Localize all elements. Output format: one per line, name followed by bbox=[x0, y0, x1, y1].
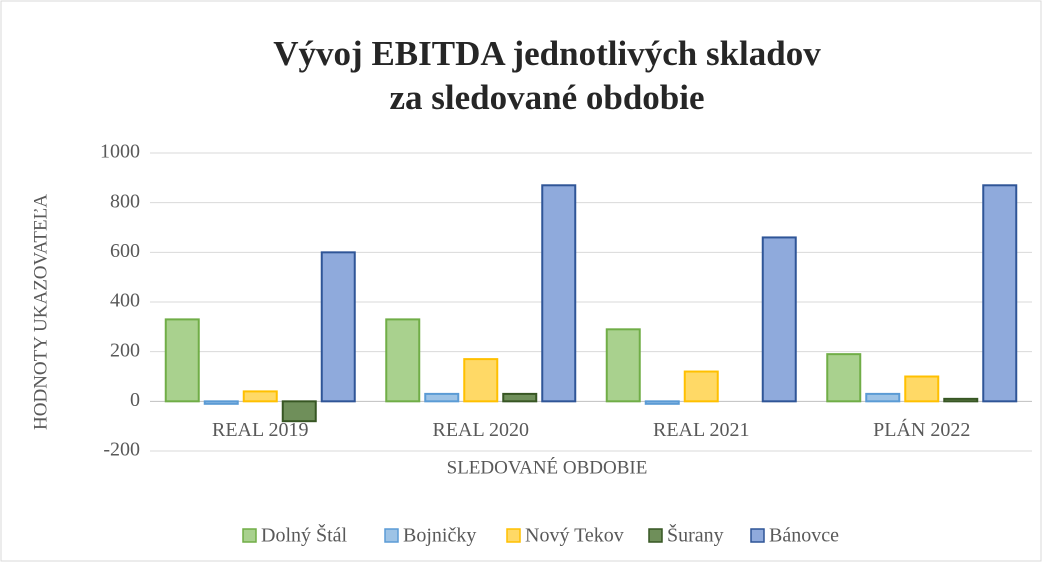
bar bbox=[904, 375, 940, 403]
chart-title: za sledované obdobie bbox=[389, 78, 704, 117]
y-axis-title: HODNOTY UKAZOVATEĽA bbox=[30, 194, 51, 430]
bar bbox=[164, 318, 200, 403]
x-tick-label: REAL 2019 bbox=[212, 419, 308, 441]
legend-label: Dolný Štál bbox=[261, 523, 348, 547]
bar bbox=[982, 184, 1018, 403]
legend-swatch bbox=[506, 528, 521, 543]
bar bbox=[203, 400, 239, 405]
bar bbox=[683, 370, 719, 403]
y-tick-label: 0 bbox=[130, 389, 140, 411]
bar bbox=[281, 400, 317, 423]
bar bbox=[644, 400, 680, 405]
legend-label: Šurany bbox=[667, 523, 724, 547]
legend-swatch bbox=[750, 528, 765, 543]
y-tick-label: 200 bbox=[110, 339, 140, 361]
bar bbox=[242, 390, 278, 403]
legend-label: Bánovce bbox=[769, 525, 839, 547]
x-tick-label: PLÁN 2022 bbox=[873, 418, 970, 441]
legend-swatch bbox=[242, 528, 257, 543]
bar bbox=[541, 184, 577, 403]
bar bbox=[463, 358, 499, 403]
bar bbox=[761, 236, 797, 403]
legend-label: Bojničky bbox=[403, 525, 476, 547]
bar bbox=[826, 353, 862, 403]
bar bbox=[424, 392, 460, 403]
x-tick-label: REAL 2020 bbox=[433, 419, 529, 441]
bar bbox=[943, 397, 979, 403]
y-tick-label: -200 bbox=[103, 439, 140, 461]
y-tick-label: 600 bbox=[110, 240, 140, 262]
bar bbox=[320, 251, 356, 403]
bar bbox=[385, 318, 421, 403]
chart-title: Vývoj EBITDA jednotlivých skladov bbox=[273, 34, 821, 73]
y-tick-label: 800 bbox=[110, 190, 140, 212]
y-tick-label: 400 bbox=[110, 290, 140, 312]
bar bbox=[605, 328, 641, 403]
y-tick-label: 1000 bbox=[100, 141, 140, 163]
legend-swatch bbox=[384, 528, 399, 543]
bar bbox=[502, 392, 538, 403]
legend-label: Nový Tekov bbox=[525, 525, 624, 547]
legend-swatch bbox=[648, 528, 663, 543]
x-tick-label: REAL 2021 bbox=[653, 419, 749, 441]
bar bbox=[865, 392, 901, 403]
x-axis-title: SLEDOVANÉ OBDOBIE bbox=[447, 456, 648, 478]
